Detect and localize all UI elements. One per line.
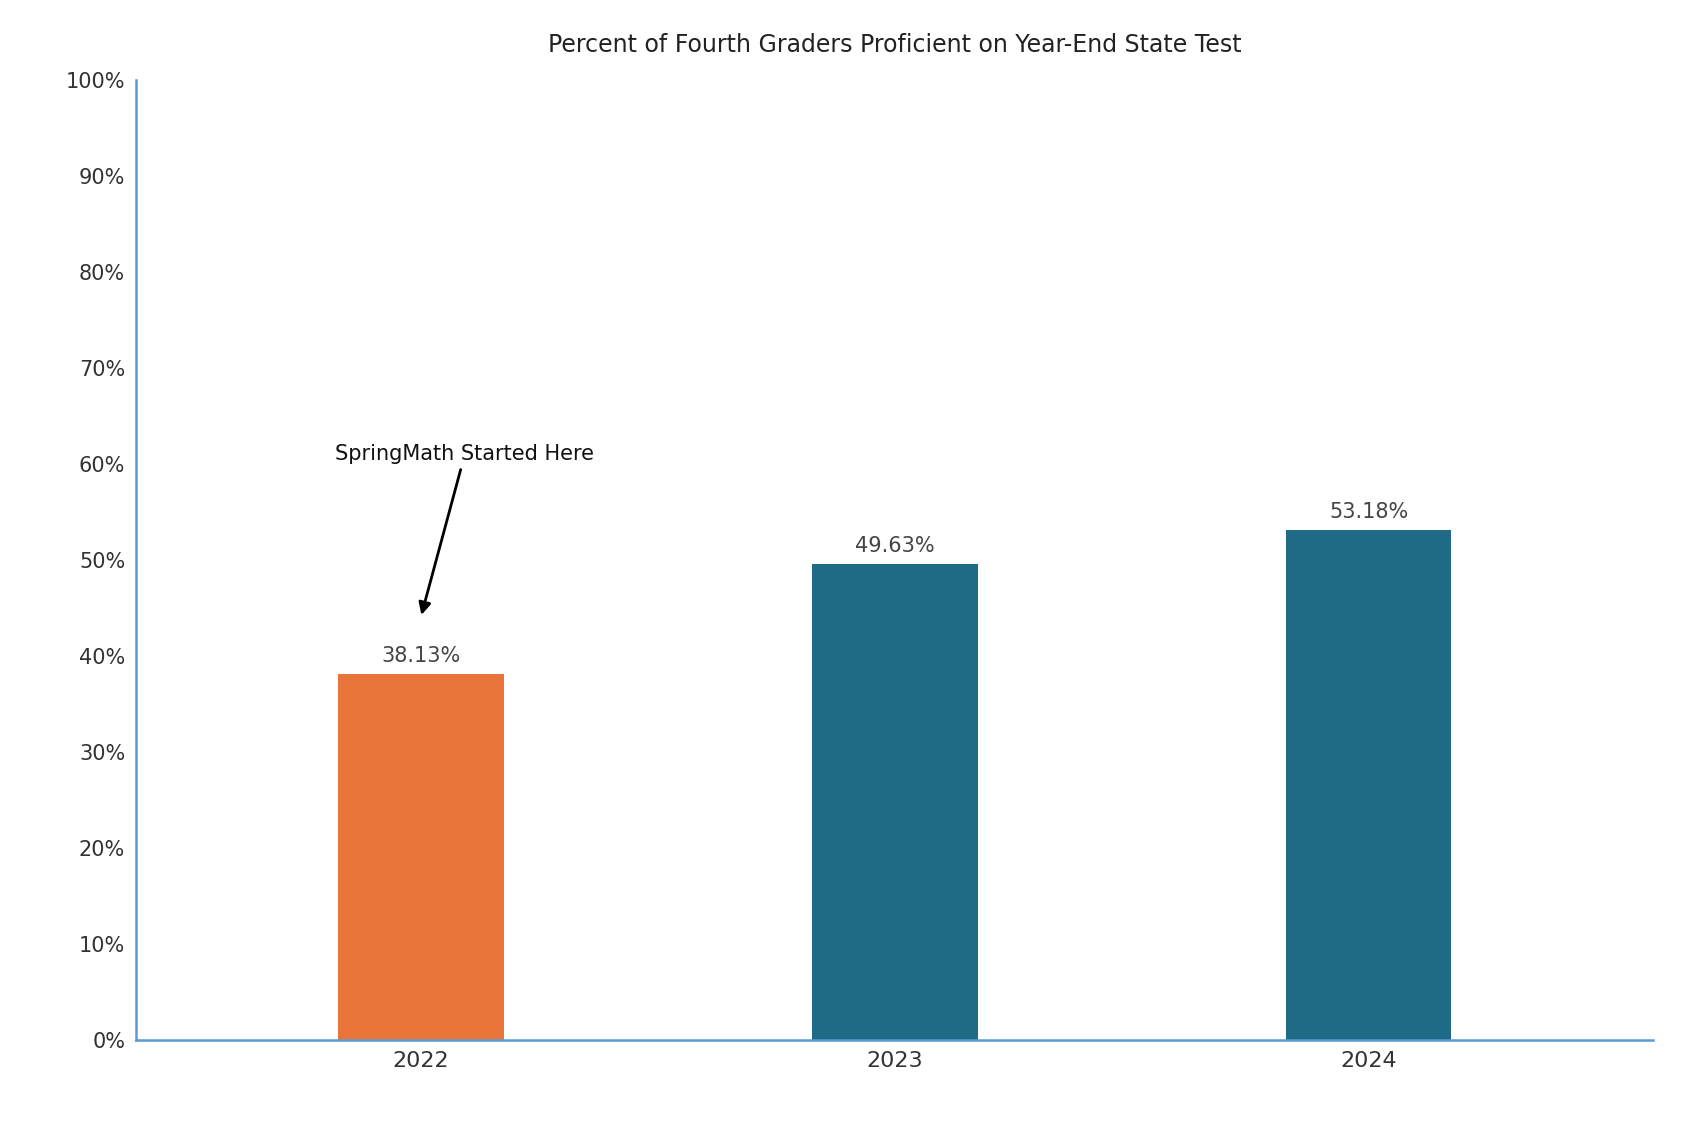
Bar [811,563,978,1040]
Text: 38.13%: 38.13% [382,646,460,666]
Text: SpringMath Started Here: SpringMath Started Here [336,445,595,612]
Text: 49.63%: 49.63% [855,536,934,555]
Title: Percent of Fourth Graders Proficient on Year-End State Test: Percent of Fourth Graders Proficient on … [547,33,1242,57]
Text: 53.18%: 53.18% [1329,502,1408,522]
Bar [1285,529,1452,1040]
Bar [337,674,504,1040]
